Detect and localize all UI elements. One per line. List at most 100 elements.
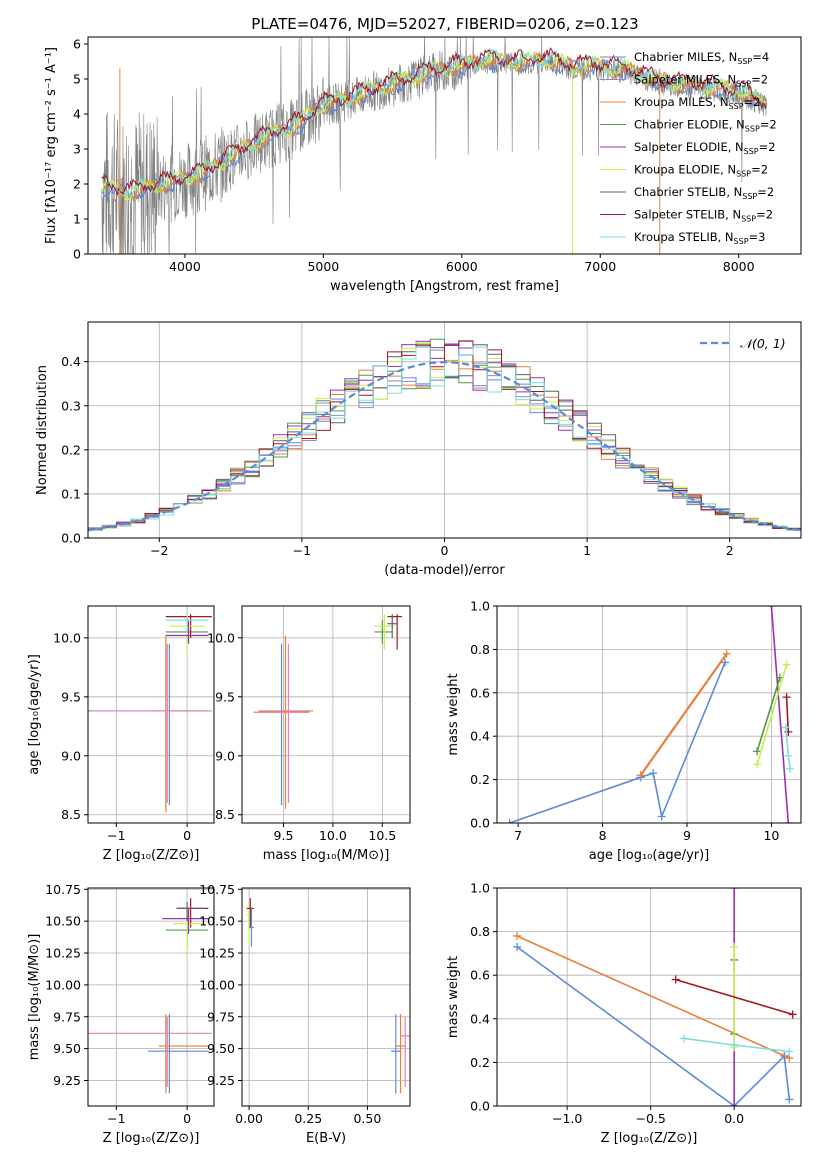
legend-count: =2 — [757, 185, 774, 199]
y-tick-label: 10.0 — [207, 630, 235, 645]
y-tick-label: 10.00 — [45, 977, 81, 992]
x-axis-label: Z [log₁₀(Z/Z⊙)] — [103, 1131, 200, 1146]
y-tick-label: 10.50 — [45, 914, 81, 929]
y-tick-label: 9.75 — [207, 1009, 235, 1024]
y-tick-label: 6 — [73, 37, 81, 52]
y-tick-label: 9.50 — [53, 1041, 81, 1056]
x-tick-label: −1 — [293, 543, 311, 558]
legend-model-name: Kroupa MILES, N — [634, 95, 729, 109]
weight-point-marker — [753, 760, 762, 769]
x-tick-label: 0.25 — [294, 1111, 322, 1126]
x-tick-label: 6000 — [446, 259, 478, 274]
y-tick-label: 10.75 — [199, 882, 235, 897]
y-tick-label: 8.5 — [215, 807, 235, 822]
x-tick-label: 0.50 — [353, 1111, 381, 1126]
axes-frame — [241, 605, 411, 824]
y-tick-label: 0.0 — [61, 531, 81, 546]
weight-point-marker — [785, 1095, 794, 1104]
weight-point-marker — [784, 751, 793, 760]
legend-model-name: Chabrier MILES, N — [634, 50, 737, 64]
weight-series-line — [785, 697, 790, 732]
y-tick-label: 9.25 — [207, 1073, 235, 1088]
x-axis-label: (data-model)/error — [384, 563, 505, 578]
y-tick-label: 0.6 — [470, 968, 490, 983]
weight-series-line — [509, 662, 726, 823]
legend-model-name: Salpeter MILES, N — [634, 73, 736, 87]
x-tick-label: −1 — [107, 828, 125, 843]
y-tick-label: 0.4 — [470, 729, 490, 744]
axes-frame — [87, 36, 802, 255]
axes-frame — [496, 887, 802, 1107]
legend-count: =2 — [756, 208, 773, 222]
axes-frame — [496, 605, 802, 824]
y-tick-label: 10.75 — [45, 882, 81, 897]
y-tick-label: 10.50 — [199, 914, 235, 929]
x-tick-label: −2 — [150, 543, 168, 558]
x-tick-label: 9 — [683, 828, 691, 843]
legend-label: Salpeter ELODIE, NSSP=2 — [634, 140, 776, 156]
y-tick-label: 8.5 — [61, 807, 81, 822]
weight-point-marker — [513, 931, 522, 940]
x-tick-label: −1 — [107, 1111, 125, 1126]
y-axis-label: mass [log₁₀(M/M⊙)] — [27, 934, 42, 1061]
legend-label: Salpeter MILES, NSSP=2 — [634, 73, 768, 89]
legend-model-name: Kroupa STELIB, N — [634, 230, 734, 244]
x-axis-label: wavelength [Angstrom, rest frame] — [330, 279, 559, 294]
weight-point-marker — [730, 1040, 739, 1049]
weight-point-marker — [785, 1047, 794, 1056]
legend-subscript: SSP — [736, 170, 751, 179]
weight-point-marker — [730, 942, 739, 951]
x-tick-label: 0.0 — [724, 1111, 744, 1126]
y-tick-label: 9.0 — [61, 748, 81, 763]
y-tick-label: 5 — [73, 72, 81, 87]
y-tick-label: 9.75 — [53, 1009, 81, 1024]
y-tick-label: 9.5 — [215, 689, 235, 704]
panel-weight-vs-metallicity: −1.0 −0.5 0.0 0.0 0.2 0.4 0.6 0.8 1.0 Z [log₁₀(Z/… — [446, 881, 802, 1146]
legend-label: Kroupa STELIB, NSSP=3 — [634, 230, 765, 246]
y-tick-label: 0.0 — [470, 816, 490, 831]
legend-subscript: SSP — [744, 147, 759, 156]
y-tick-label: 0.4 — [470, 1011, 490, 1026]
weight-point-marker — [721, 658, 729, 667]
weight-series-line — [756, 677, 781, 752]
y-tick-label: 0.1 — [61, 486, 81, 501]
weight-series-line — [675, 978, 793, 1016]
y-tick-label: 9.0 — [215, 748, 235, 763]
legend-label: Chabrier MILES, NSSP=4 — [634, 50, 769, 66]
y-tick-label: 2 — [73, 177, 81, 192]
y-tick-label: 0.8 — [470, 642, 490, 657]
x-tick-label: 8 — [599, 828, 607, 843]
y-tick-label: 0.2 — [470, 772, 490, 787]
legend-subscript: SSP — [745, 125, 760, 134]
panel-residual-histogram: −2 −1 0 1 2 0.0 0.1 0.2 0.3 0.4 (data-model)/error… — [35, 321, 802, 578]
x-axis-label: age [log₁₀(age/yr)] — [589, 848, 710, 863]
legend-label: Salpeter STELIB, NSSP=2 — [634, 208, 773, 224]
x-axis-label: Z [log₁₀(Z/Z⊙)] — [601, 1131, 698, 1146]
y-tick-label: 1.0 — [470, 599, 490, 614]
weight-point-marker — [636, 771, 645, 780]
weight-point-marker — [788, 1010, 797, 1019]
y-tick-label: 0.2 — [61, 442, 81, 457]
legend-subscript: SSP — [736, 80, 751, 89]
y-tick-label: 1 — [73, 212, 81, 227]
plot-area-mass-vs-extinction — [242, 888, 410, 1106]
plot-area-weight-vs-metallicity — [497, 888, 801, 1106]
x-tick-label: 10 — [763, 828, 779, 843]
y-axis-label: mass weight — [446, 673, 461, 755]
x-tick-label: 0 — [183, 1111, 191, 1126]
figure-title: PLATE=0476, MJD=52027, FIBERID=0206, z=0… — [251, 15, 638, 33]
plot-area-mass-vs-metallicity — [88, 888, 214, 1106]
legend-count: =2 — [760, 118, 777, 132]
legend-label: 𝒩(0, 1) — [740, 336, 786, 351]
y-tick-label: 0 — [73, 247, 81, 262]
legend-count: =2 — [759, 140, 776, 154]
weight-point-marker — [786, 764, 795, 773]
weight-series-line — [756, 664, 788, 765]
y-axis-label: age [log₁₀(age/yr)] — [27, 654, 42, 775]
x-axis-label: E(B-V) — [306, 1131, 346, 1146]
weight-point-marker — [513, 942, 522, 951]
x-tick-label: −0.5 — [635, 1111, 665, 1126]
weight-point-marker — [782, 660, 791, 669]
plot-area-age-vs-metallicity — [88, 606, 214, 823]
y-tick-label: 10.25 — [45, 946, 81, 961]
